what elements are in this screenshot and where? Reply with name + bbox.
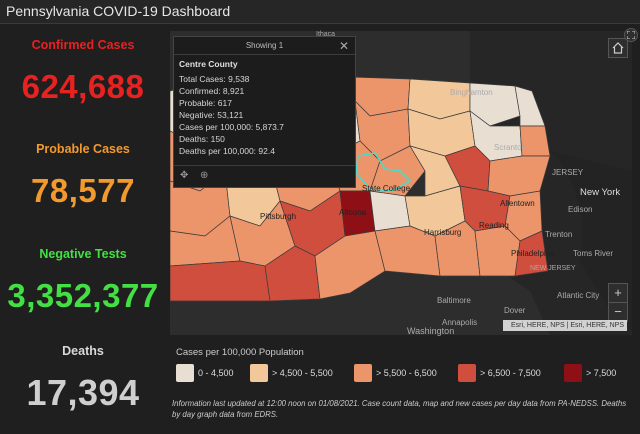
legend-swatch [564,364,582,382]
map-label-washington: Washington [407,326,455,336]
popup-toolbar: ✥ ⊕ [174,165,355,187]
map-label-annapolis: Annapolis [442,318,478,327]
map-label-baltimore: Baltimore [437,296,471,305]
map-label-atlantic-city: Atlantic City [557,291,600,300]
map-label-pittsburgh: Pittsburgh [260,212,297,221]
popup-line: Cases per 100,000: 5,873.7 [179,122,284,132]
legend-label: > 6,500 - 7,500 [480,368,541,378]
map-label-edison: Edison [568,205,593,214]
map-label-dover: Dover [504,306,526,315]
probable-cases-value: 78,577 [31,172,135,209]
popup-header: Showing 1 [174,37,355,55]
popup-line: Deaths per 100,000: 92.4 [179,146,275,156]
map-label-binghamton: Binghamton [450,88,493,97]
negative-tests-value: 3,352,377 [7,277,159,314]
probable-cases-label: Probable Cases [36,142,130,156]
popup-line: Deaths: 150 [179,134,225,144]
expand-button[interactable] [624,28,638,42]
negative-tests-stat: Negative Tests 3,352,377 [0,247,166,315]
confirmed-cases-label: Confirmed Cases [31,38,135,52]
legend-swatch [458,364,476,382]
expand-icon [626,30,636,40]
popup-title: Centre County [179,59,238,69]
legend-label: > 7,500 [586,368,617,378]
zoom-out-button[interactable]: − [608,302,628,322]
deaths-label: Deaths [62,344,104,358]
deaths-stat: Deaths 17,394 [0,344,166,414]
close-icon[interactable]: ✕ [338,39,349,53]
map-label-scranton: Scranton [494,143,527,152]
dashboard-title: Pennsylvania COVID-19 Dashboard [6,3,231,19]
home-button[interactable] [608,38,628,58]
legend-swatch [250,364,268,382]
map-label-philadelphia: Philadelphia [511,249,555,258]
deaths-value: 17,394 [26,372,140,413]
confirmed-cases-value: 624,688 [21,68,145,105]
map-label-allentown: Allentown [500,199,535,208]
map-label-trenton: Trenton [545,230,573,239]
popup-line: Negative: 53,121 [179,110,244,120]
map-label-reading: Reading [479,221,509,230]
map-label-state-college: State College [362,184,411,193]
legend-title: Cases per 100,000 Population [176,347,304,358]
legend-label: 0 - 4,500 [198,368,234,378]
map-label-ithaca: Ithaca [316,31,336,38]
map-label-toms-river: Toms River [573,249,614,258]
map-label-new-jersey: JERSEY [552,168,584,177]
legend-swatch [176,364,194,382]
map-label-harrisburg: Harrisburg [424,228,462,237]
popup-line: Confirmed: 8,921 [179,86,245,96]
county-popup: Showing 1 ✕ Centre County Total Cases: 9… [173,36,356,188]
legend-label: > 5,500 - 6,500 [376,368,437,378]
zoom-in-button[interactable]: + [608,283,628,303]
zoom-to-icon[interactable]: ⊕ [200,170,209,181]
probable-cases-stat: Probable Cases 78,577 [0,142,166,210]
home-icon [612,42,624,54]
popup-line: Total Cases: 9,538 [179,74,250,84]
map-attribution[interactable]: Esri, HERE, NPS | Esri, HERE, NPS [503,320,627,331]
negative-tests-label: Negative Tests [39,247,127,261]
legend-label: > 4,500 - 5,500 [272,368,333,378]
stats-panel: Confirmed Cases 624,688 Probable Cases 7… [0,26,166,434]
dashboard-header: Pennsylvania COVID-19 Dashboard [0,0,640,24]
map-label-new-jersey-2: NEW JERSEY [530,265,576,272]
legend-swatch [354,364,372,382]
map-label-new-york: New York [580,187,621,198]
popup-line: Probable: 617 [179,98,232,108]
move-icon[interactable]: ✥ [180,170,189,181]
confirmed-cases-stat: Confirmed Cases 624,688 [0,38,166,106]
map-label-altoona: Altoona [339,208,367,217]
update-footnote: Information last updated at 12:00 noon o… [172,399,627,419]
